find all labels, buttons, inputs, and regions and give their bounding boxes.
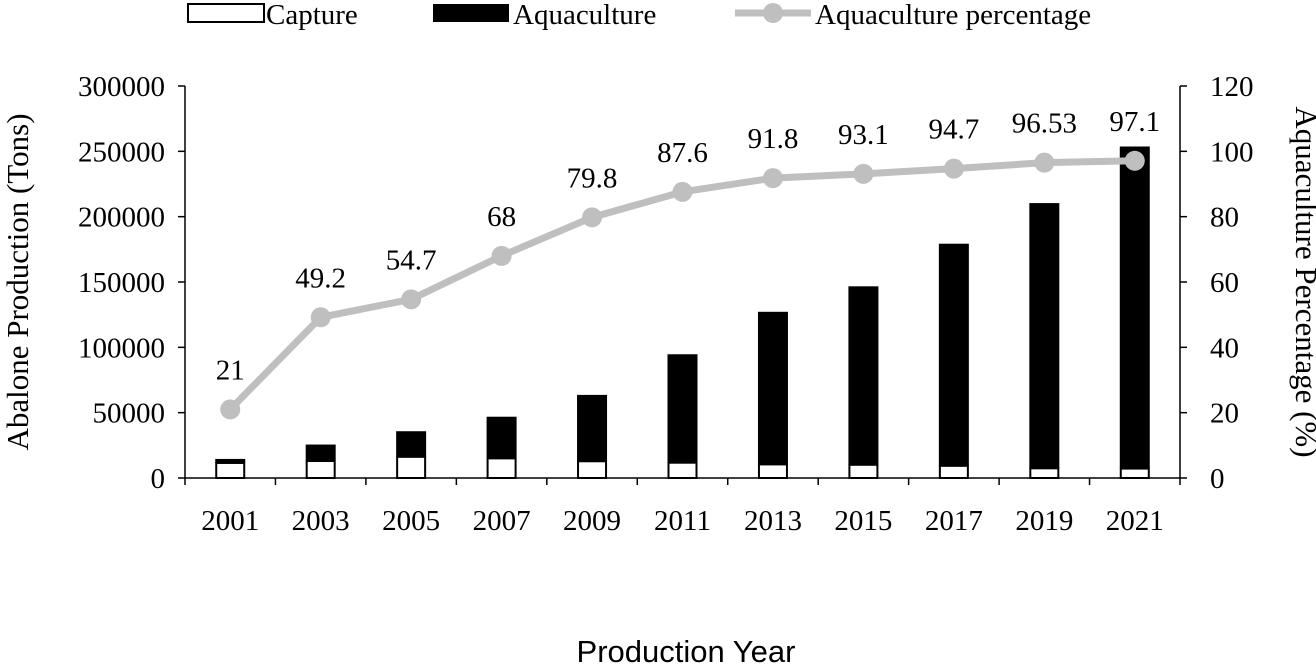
bar-aquaculture-2011	[667, 354, 698, 463]
percentage-label-2001: 21	[216, 354, 245, 386]
bar-aquaculture-2001	[215, 458, 246, 463]
percentage-point-2009	[582, 207, 603, 228]
percentage-point-2015	[853, 163, 874, 184]
y2-tick-label-0: 0	[1210, 463, 1225, 495]
legend-swatch-percentage-marker	[763, 3, 783, 23]
bar-capture-2015	[848, 463, 879, 480]
data-labels: 21 49.2 54.7 68 79.8 87.6 91.8 93.1 94.7 96.53 97.…	[216, 106, 1160, 387]
percentage-label-2013: 91.8	[748, 123, 799, 155]
bar-capture-2017	[938, 464, 969, 479]
percentage-point-2019	[1034, 152, 1055, 173]
bar-aquaculture-2021	[1119, 146, 1150, 469]
y-tick-label-250000: 250000	[78, 136, 165, 168]
x-tick-label-2003: 2003	[292, 505, 350, 537]
y2-tick-label-80: 80	[1210, 202, 1239, 234]
y-tick-label-150000: 150000	[78, 267, 165, 299]
percentage-line-layer	[220, 150, 1145, 420]
bar-aquaculture-2009	[577, 394, 608, 462]
percentage-label-2017: 94.7	[928, 114, 979, 146]
percentage-point-2007	[491, 245, 512, 266]
y-tick-label-300000: 300000	[78, 71, 165, 103]
percentage-label-2019: 96.53	[1012, 108, 1077, 140]
bar-aquaculture-2005	[396, 431, 427, 457]
bar-aquaculture-2003	[305, 444, 336, 462]
y-tick-label-100000: 100000	[78, 332, 165, 364]
y-tick-label-50000: 50000	[93, 398, 166, 430]
x-tick-label-2007: 2007	[473, 505, 531, 537]
y2-tick-label-120: 120	[1210, 71, 1254, 103]
percentage-label-2005: 54.7	[386, 244, 437, 276]
x-tick-label-2011: 2011	[654, 505, 711, 537]
y2-tick-label-40: 40	[1210, 332, 1239, 364]
bar-capture-2009	[577, 460, 608, 479]
y2-tick-label-60: 60	[1210, 267, 1239, 299]
x-tick-label-2017: 2017	[925, 505, 983, 537]
percentage-label-2009: 79.8	[567, 162, 618, 194]
bar-capture-2019	[1029, 467, 1060, 479]
bar-capture-2011	[667, 461, 698, 480]
legend: Capture Aquaculture Aquaculture percenta…	[187, 0, 1091, 31]
bar-aquaculture-2015	[848, 286, 879, 465]
x-tick-label-2015: 2015	[834, 505, 892, 537]
x-tick-label-2005: 2005	[382, 505, 440, 537]
percentage-point-2013	[762, 168, 783, 189]
percentage-point-2011	[672, 181, 693, 202]
y-axis-title: Abalone Production (Tons)	[0, 113, 35, 450]
x-tick-label-2019: 2019	[1015, 505, 1073, 537]
bars	[215, 146, 1150, 480]
percentage-label-2003: 49.2	[295, 262, 346, 294]
bar-aquaculture-2017	[938, 243, 969, 466]
legend-label-capture: Capture	[266, 0, 358, 31]
percentage-label-2021: 97.1	[1109, 106, 1160, 138]
percentage-point-2001	[220, 399, 241, 420]
y-tick-label-0: 0	[151, 463, 166, 495]
legend-swatch-aquaculture	[433, 4, 509, 22]
x-axis-title: Production Year	[577, 634, 796, 667]
axes: 0 50000 100000 150000 200000 250000 300000 0 20 4…	[78, 71, 1254, 537]
y2-tick-label-20: 20	[1210, 398, 1239, 430]
x-tick-label-2009: 2009	[563, 505, 621, 537]
legend-label-percentage: Aquaculture percentage	[815, 0, 1091, 31]
x-tick-label-2021: 2021	[1106, 505, 1164, 537]
percentage-point-2005	[401, 289, 422, 310]
legend-swatch-capture	[187, 3, 265, 23]
y2-tick-label-100: 100	[1210, 136, 1254, 168]
bar-capture-2021	[1119, 467, 1150, 480]
bar-capture-2013	[757, 463, 788, 480]
legend-label-aquaculture: Aquaculture	[513, 0, 656, 31]
percentage-label-2011: 87.6	[657, 137, 708, 169]
y2-axis-title: Aquaculture Percentage (%)	[1289, 106, 1316, 457]
x-tick-label-2001: 2001	[201, 505, 259, 537]
bar-capture-2001	[215, 461, 246, 479]
bar-capture-2005	[396, 455, 427, 479]
bar-aquaculture-2013	[757, 311, 788, 465]
percentage-point-2021	[1124, 150, 1145, 171]
bar-aquaculture-2007	[486, 416, 517, 459]
x-tick-label-2013: 2013	[744, 505, 802, 537]
percentage-point-2003	[310, 307, 331, 328]
percentage-label-2015: 93.1	[838, 119, 889, 151]
bar-aquaculture-2019	[1029, 203, 1060, 469]
y-tick-label-200000: 200000	[78, 202, 165, 234]
bar-capture-2007	[486, 457, 517, 479]
percentage-label-2007: 68	[487, 201, 516, 233]
percentage-point-2017	[943, 158, 964, 179]
bar-capture-2003	[305, 460, 336, 480]
